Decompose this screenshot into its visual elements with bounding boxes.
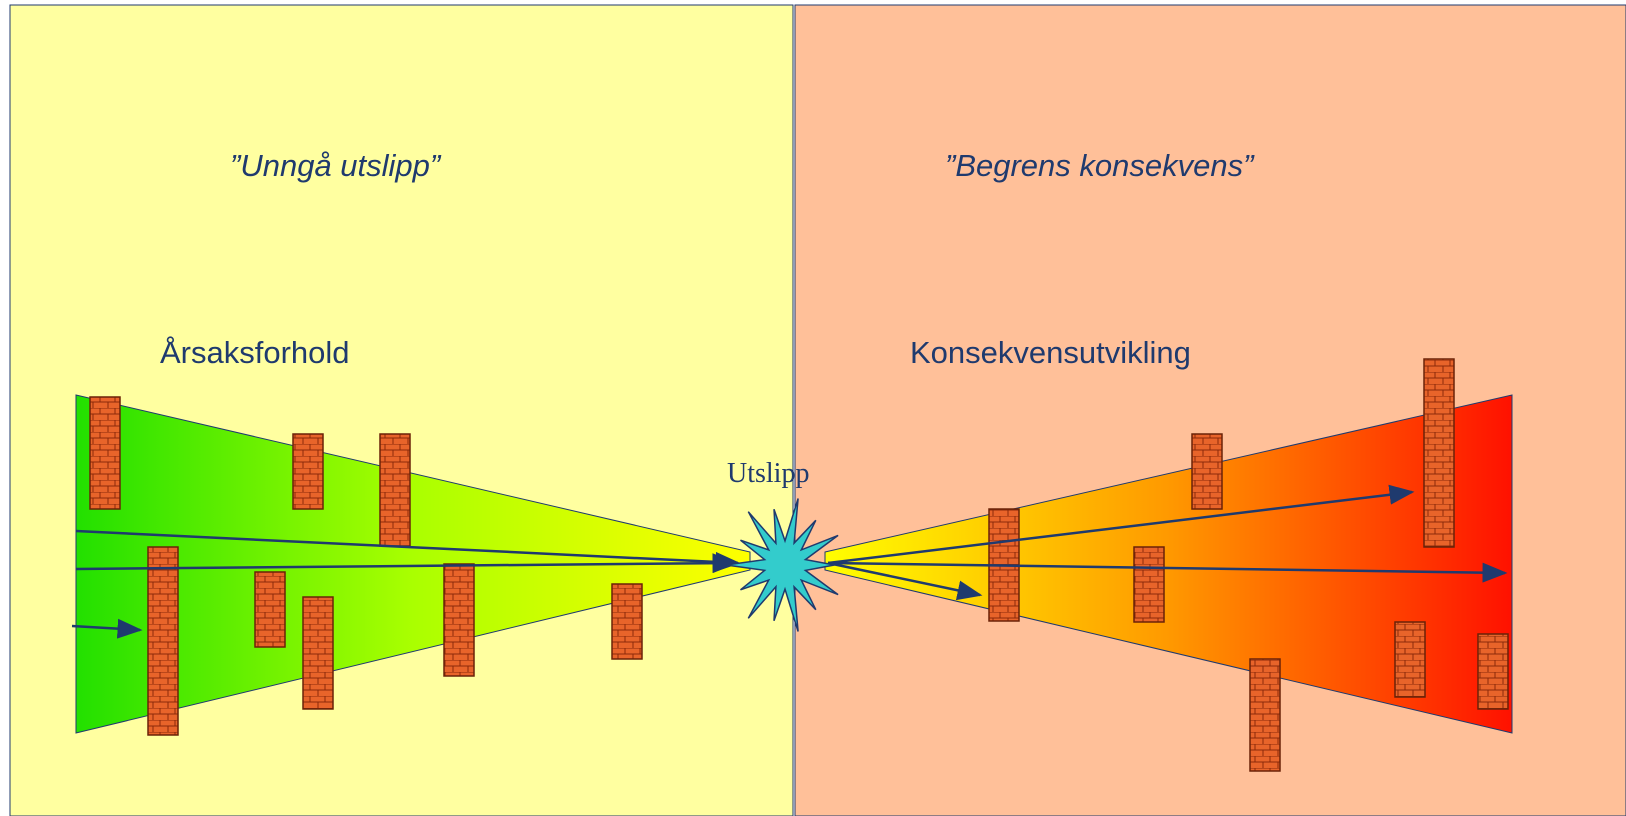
left-label: Årsaksforhold	[160, 335, 350, 370]
brick-wall	[1192, 434, 1222, 509]
brick-wall	[303, 597, 333, 709]
brick-wall	[444, 564, 474, 676]
brick-wall	[1395, 622, 1425, 697]
center-label: Utslipp	[727, 458, 809, 489]
brick-wall	[90, 397, 120, 509]
brick-wall	[380, 434, 410, 546]
brick-wall	[1478, 634, 1508, 709]
right-title: ”Begrens konsekvens”	[945, 148, 1255, 183]
left-title: ”Unngå utslipp”	[230, 148, 442, 183]
brick-wall	[255, 572, 285, 647]
bowtie-diagram: ”Unngå utslipp” ”Begrens konsekvens” Års…	[0, 0, 1626, 816]
brick-wall	[1134, 547, 1164, 622]
brick-wall	[148, 547, 178, 735]
brick-wall	[1250, 659, 1280, 771]
brick-wall	[293, 434, 323, 509]
page: ”Unngå utslipp” ”Begrens konsekvens” Års…	[0, 0, 1626, 816]
brick-wall	[1424, 359, 1454, 547]
brick-wall	[612, 584, 642, 659]
right-label: Konsekvensutvikling	[910, 335, 1191, 370]
